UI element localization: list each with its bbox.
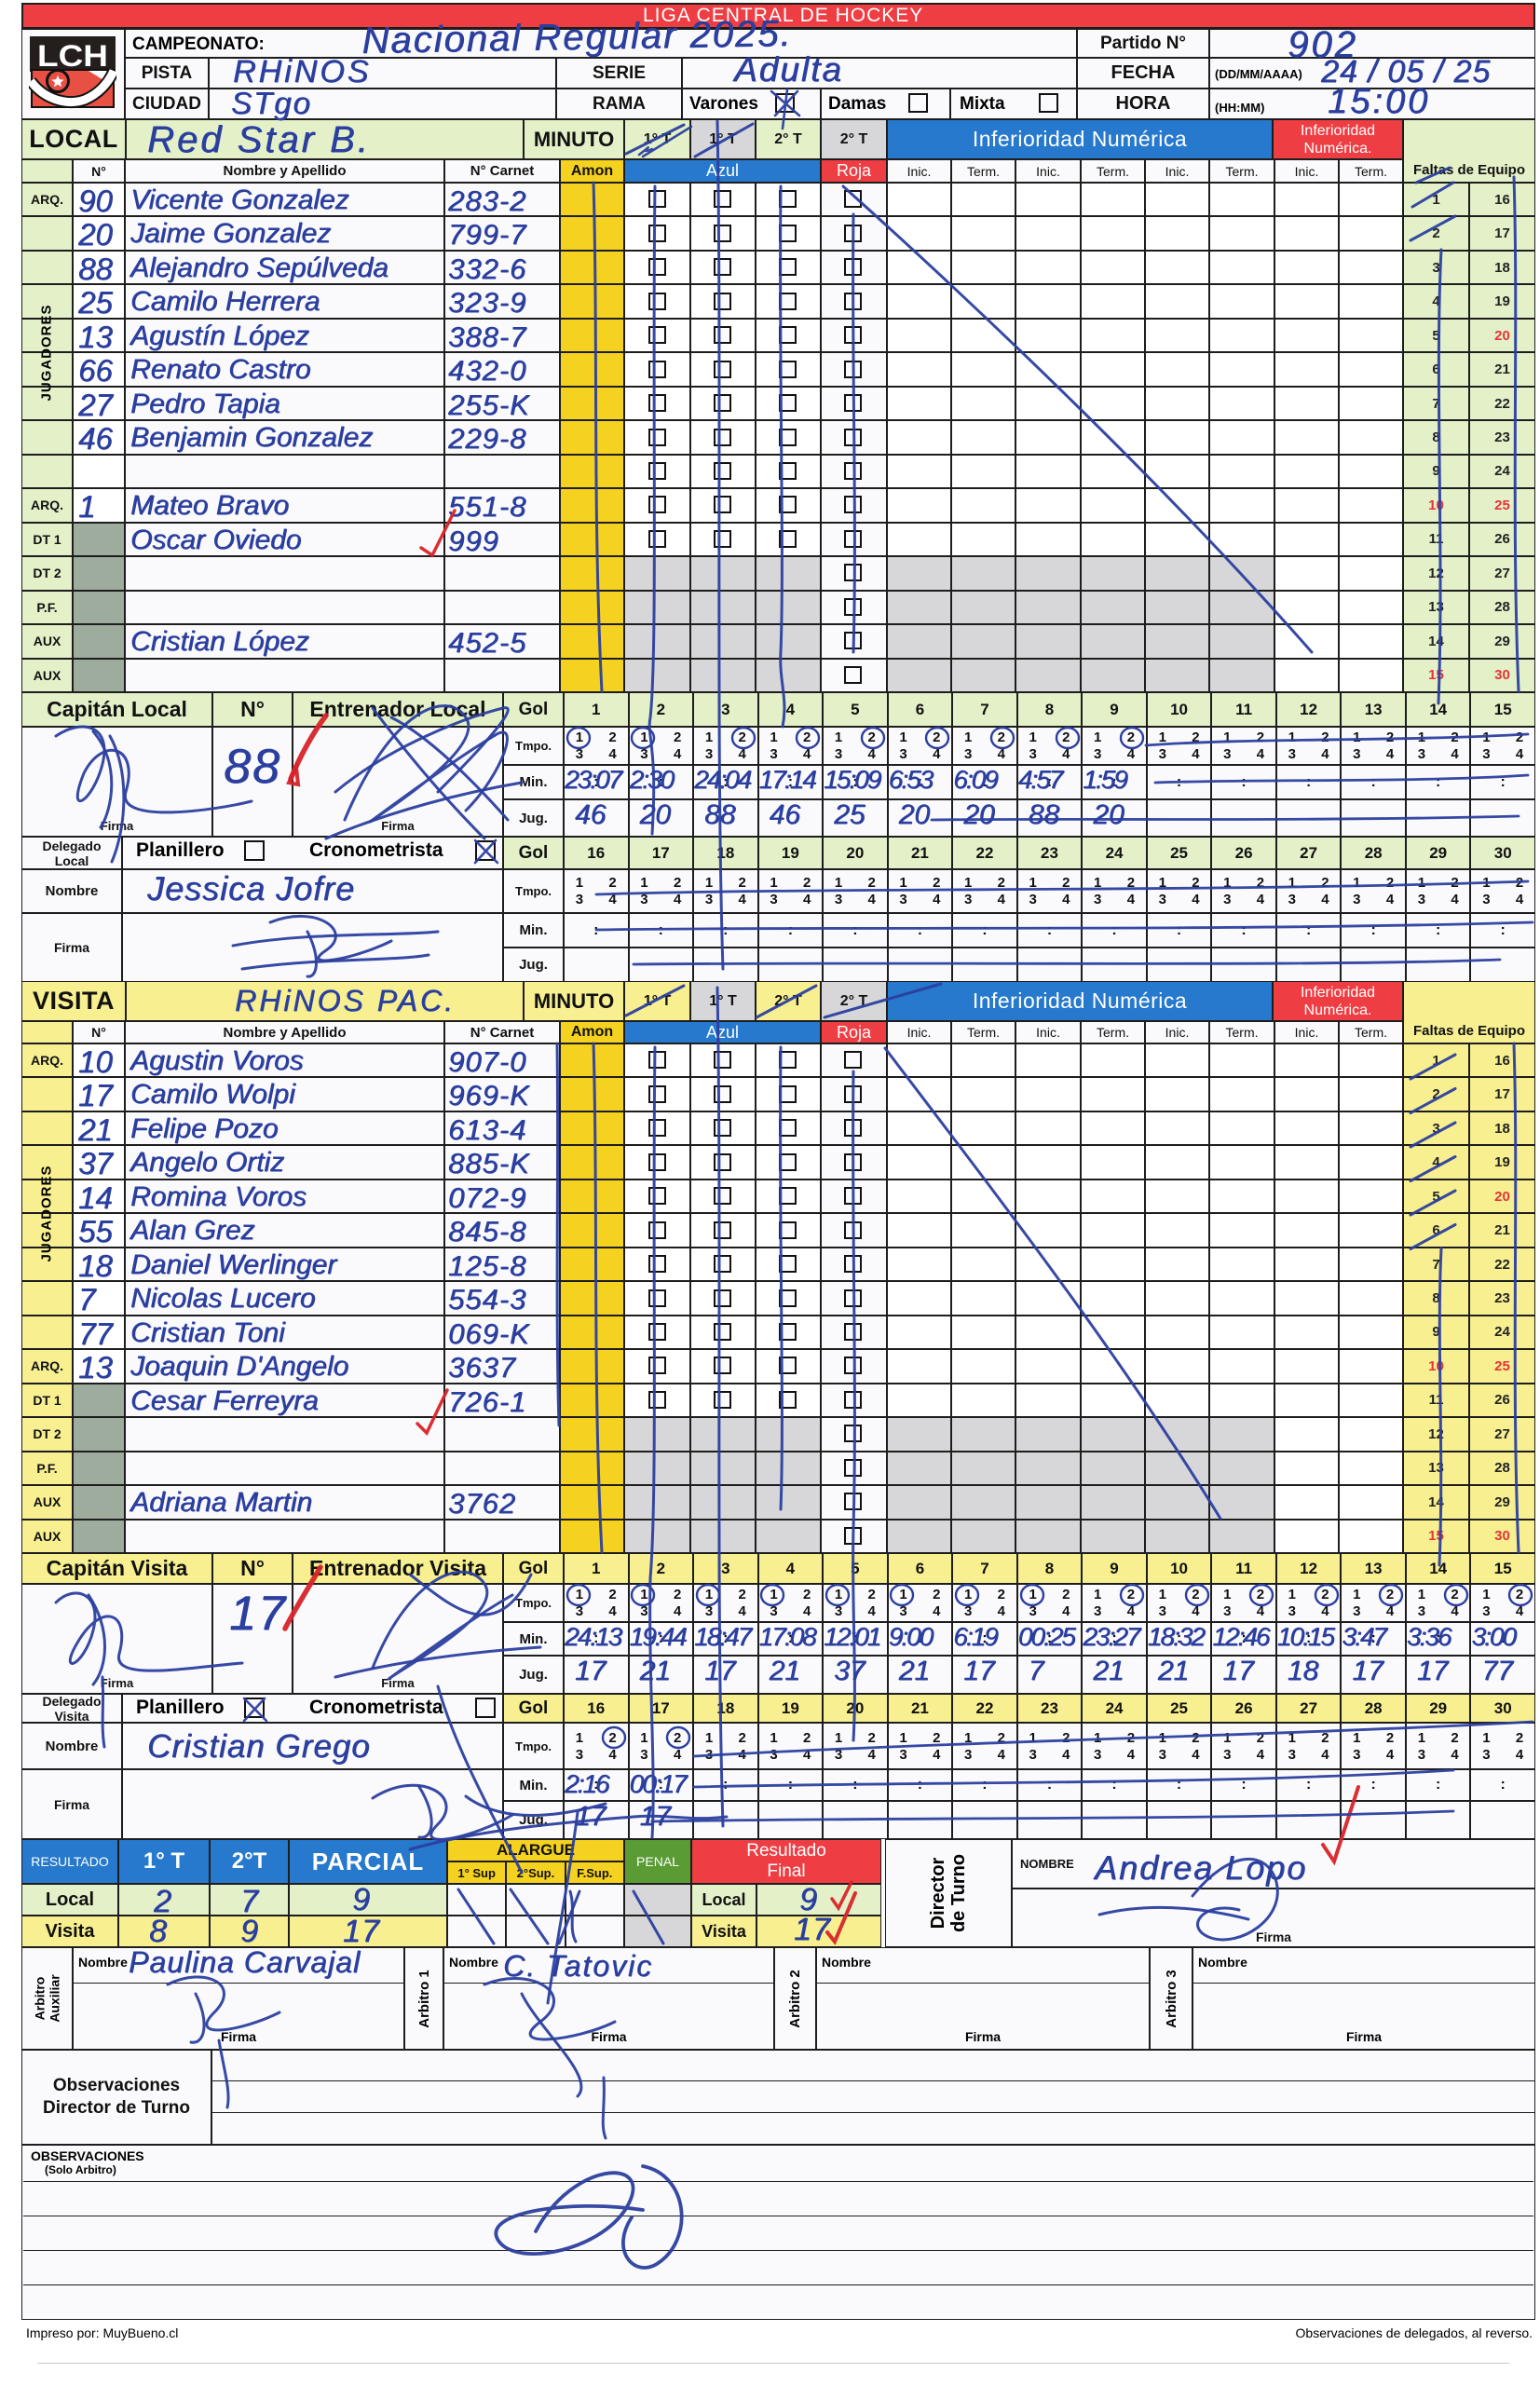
svg-text:LCH: LCH	[37, 39, 108, 73]
